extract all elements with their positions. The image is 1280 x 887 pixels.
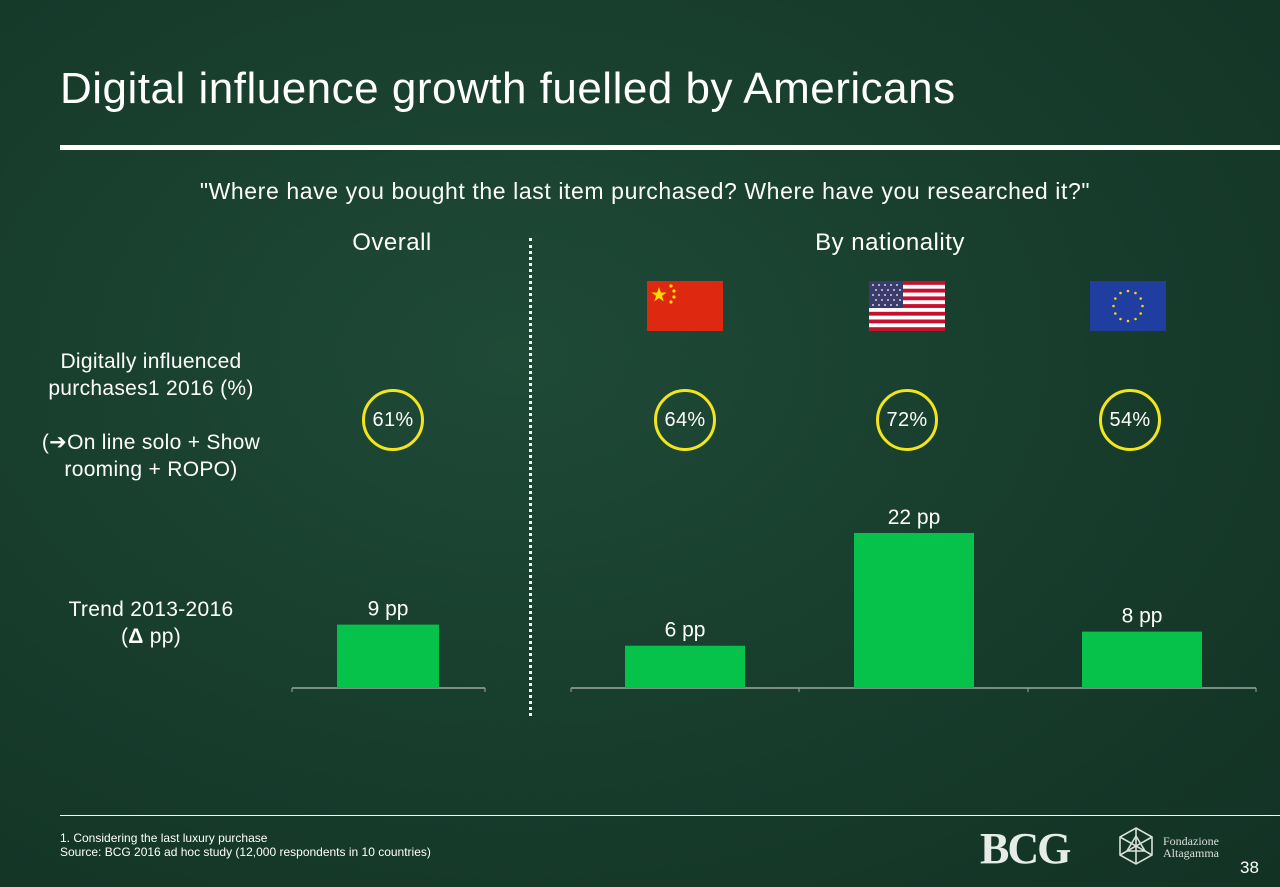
- share-circle-usa: 72%: [876, 389, 938, 451]
- overall-header: Overall: [352, 229, 432, 256]
- bar-overall: [337, 624, 439, 688]
- survey-question: "Where have you bought the last item pur…: [199, 178, 1091, 204]
- row-label-line: rooming + ROPO): [64, 458, 238, 481]
- usa-flag-icon: [869, 281, 945, 331]
- fondazione-altagamma-logo-icon: [1119, 827, 1153, 865]
- bar-china: [625, 645, 745, 688]
- bcg-logo: BCG: [980, 824, 1071, 873]
- row-label-line: (➔On line solo + Show: [41, 430, 261, 454]
- footnote-note: 1. Considering the last luxury purchase: [60, 831, 268, 845]
- bar-europe: [1082, 631, 1202, 688]
- bar-label-usa: 22 pp: [888, 506, 941, 529]
- delta-symbol: Δ: [128, 625, 144, 648]
- footnote: 1. Considering the last luxury purchase …: [60, 831, 431, 859]
- bar-label-overall: 9 pp: [368, 598, 409, 621]
- eu-flag-icon: [1090, 281, 1166, 331]
- row-label-trend: Trend 2013-2016 (Δ pp): [20, 596, 282, 650]
- title-underline: [60, 145, 1280, 150]
- footer-rule: [60, 815, 1280, 816]
- china-flag-icon: [647, 281, 723, 331]
- bar-usa: [854, 533, 974, 688]
- dotted-divider: [529, 238, 532, 716]
- row-label-line: (Δ pp): [120, 625, 182, 648]
- share-circle-overall: 61%: [362, 389, 424, 451]
- row-label-digital-influence: Digitally influenced purchases1 2016 (%)…: [20, 348, 282, 483]
- row-label-line: Digitally influenced: [60, 350, 242, 373]
- row-label-line: Trend 2013-2016: [68, 598, 234, 621]
- arrow-right-icon: ➔: [49, 430, 68, 454]
- footnote-source: Source: BCG 2016 ad hoc study (12,000 re…: [60, 845, 431, 859]
- share-circle-europe: 54%: [1099, 389, 1161, 451]
- page-number: 38: [1240, 858, 1259, 877]
- row-label-line: purchases1 2016 (%): [48, 377, 254, 400]
- share-circle-china: 64%: [654, 389, 716, 451]
- by-nationality-header: By nationality: [815, 229, 965, 256]
- page-title: Digital influence growth fuelled by Amer…: [60, 64, 956, 113]
- fondazione-altagamma-logo-text: Fondazione Altagamma: [1163, 834, 1219, 860]
- bar-label-china: 6 pp: [665, 619, 706, 642]
- bar-label-europe: 8 pp: [1122, 605, 1163, 628]
